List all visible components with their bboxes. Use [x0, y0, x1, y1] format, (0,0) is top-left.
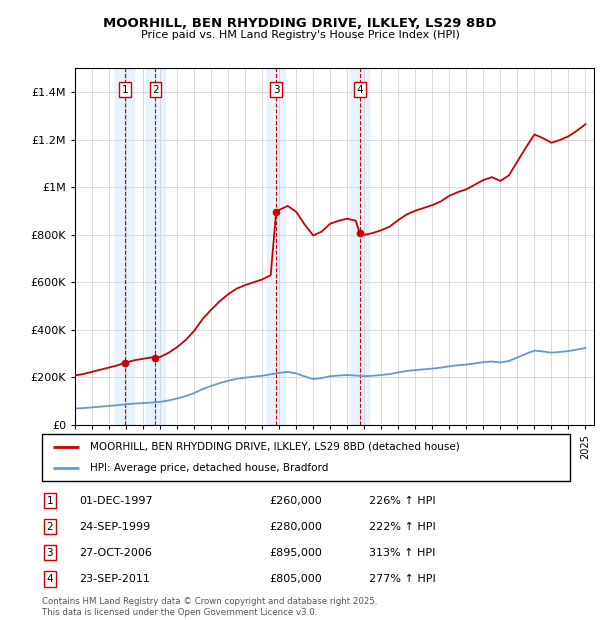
Text: 4: 4 — [356, 84, 363, 95]
Text: MOORHILL, BEN RHYDDING DRIVE, ILKLEY, LS29 8BD: MOORHILL, BEN RHYDDING DRIVE, ILKLEY, LS… — [103, 17, 497, 30]
Text: £895,000: £895,000 — [269, 548, 322, 558]
Text: 2: 2 — [152, 84, 159, 95]
Text: 1: 1 — [47, 496, 53, 506]
Text: 4: 4 — [47, 574, 53, 584]
Text: 226% ↑ HPI: 226% ↑ HPI — [370, 496, 436, 506]
Bar — [267, 68, 286, 425]
Text: 01-DEC-1997: 01-DEC-1997 — [79, 496, 152, 506]
Text: 2: 2 — [47, 522, 53, 532]
Text: 222% ↑ HPI: 222% ↑ HPI — [370, 522, 436, 532]
Text: 3: 3 — [273, 84, 280, 95]
Bar — [146, 68, 165, 425]
Text: 23-SEP-2011: 23-SEP-2011 — [79, 574, 150, 584]
Text: 24-SEP-1999: 24-SEP-1999 — [79, 522, 150, 532]
Text: 27-OCT-2006: 27-OCT-2006 — [79, 548, 152, 558]
Bar — [115, 68, 134, 425]
Bar — [350, 68, 369, 425]
Text: £805,000: £805,000 — [269, 574, 322, 584]
Text: MOORHILL, BEN RHYDDING DRIVE, ILKLEY, LS29 8BD (detached house): MOORHILL, BEN RHYDDING DRIVE, ILKLEY, LS… — [89, 441, 459, 451]
Text: £260,000: £260,000 — [269, 496, 322, 506]
Text: 3: 3 — [47, 548, 53, 558]
Text: 1: 1 — [121, 84, 128, 95]
Text: HPI: Average price, detached house, Bradford: HPI: Average price, detached house, Brad… — [89, 463, 328, 473]
Text: Contains HM Land Registry data © Crown copyright and database right 2025.
This d: Contains HM Land Registry data © Crown c… — [42, 598, 377, 617]
Text: 313% ↑ HPI: 313% ↑ HPI — [370, 548, 436, 558]
Text: £280,000: £280,000 — [269, 522, 322, 532]
Text: Price paid vs. HM Land Registry's House Price Index (HPI): Price paid vs. HM Land Registry's House … — [140, 30, 460, 40]
Text: 277% ↑ HPI: 277% ↑ HPI — [370, 574, 436, 584]
